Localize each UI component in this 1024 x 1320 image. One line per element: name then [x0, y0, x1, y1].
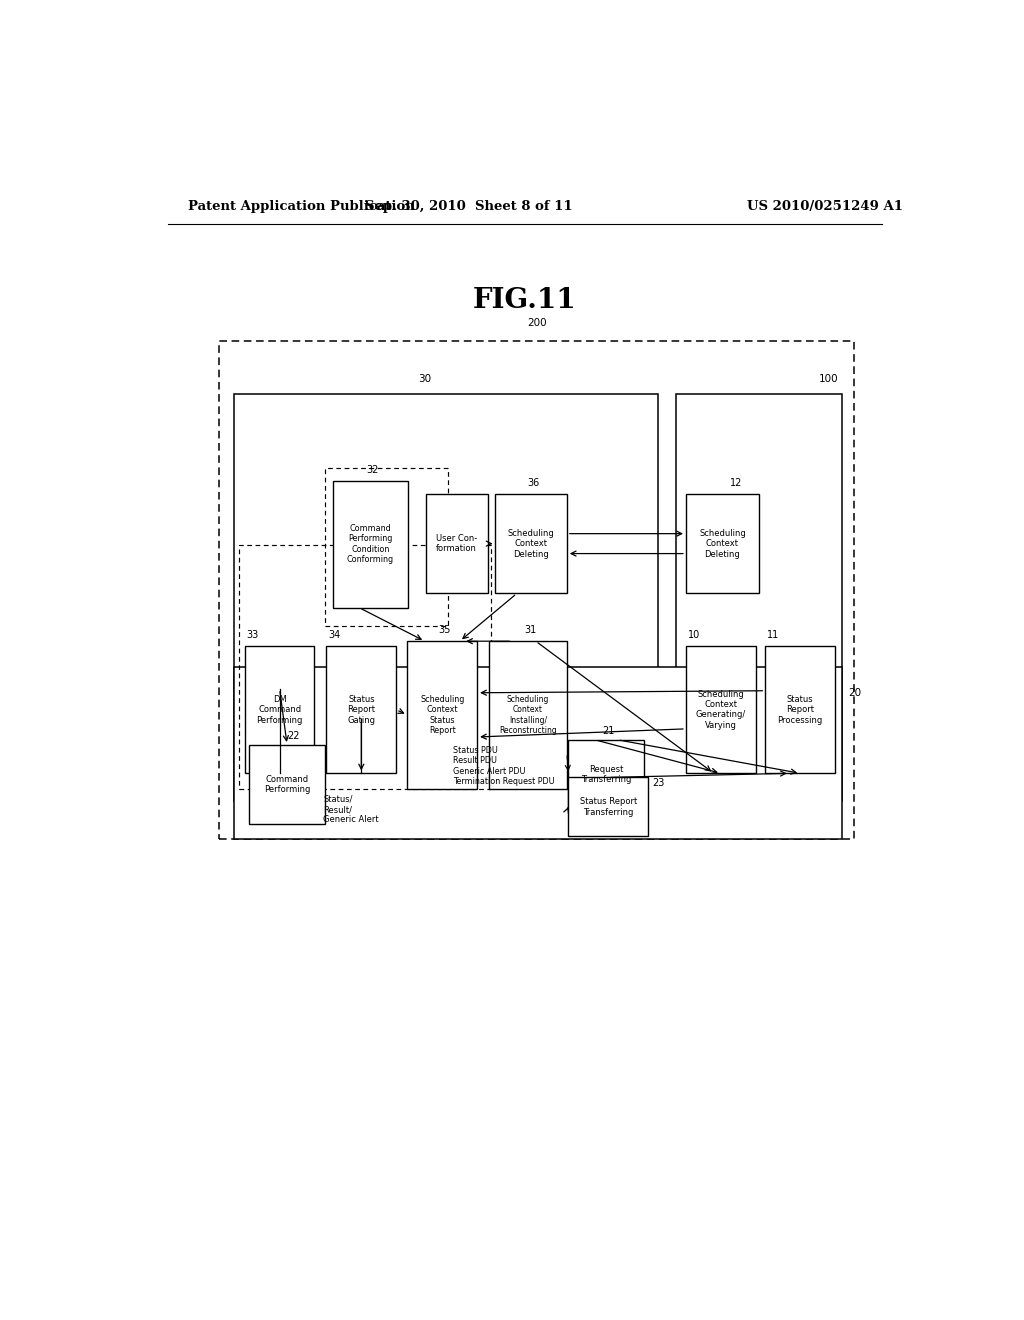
- Text: 32: 32: [367, 465, 379, 474]
- Text: Scheduling
Context
Deleting: Scheduling Context Deleting: [508, 529, 555, 558]
- Bar: [686, 494, 759, 594]
- Bar: [686, 647, 756, 774]
- Text: Scheduling
Context
Deleting: Scheduling Context Deleting: [699, 529, 745, 558]
- Text: Command
Performing: Command Performing: [264, 775, 310, 795]
- Bar: [240, 545, 492, 788]
- Text: 30: 30: [418, 374, 431, 384]
- Text: 22: 22: [287, 731, 300, 741]
- Bar: [245, 647, 314, 774]
- Text: Sep. 30, 2010  Sheet 8 of 11: Sep. 30, 2010 Sheet 8 of 11: [366, 199, 573, 213]
- Text: 23: 23: [652, 777, 665, 788]
- Text: 11: 11: [767, 630, 779, 640]
- Bar: [489, 642, 567, 788]
- Text: 33: 33: [246, 630, 258, 640]
- Text: 20: 20: [849, 688, 862, 697]
- Bar: [327, 647, 396, 774]
- Text: DM
Command
Performing: DM Command Performing: [256, 694, 303, 725]
- Bar: [333, 480, 409, 607]
- Bar: [233, 667, 842, 840]
- Text: Scheduling
Context
Status
Report: Scheduling Context Status Report: [420, 694, 465, 735]
- Bar: [219, 342, 854, 840]
- Bar: [568, 739, 644, 809]
- Text: Command
Performing
Condition
Conforming: Command Performing Condition Conforming: [347, 524, 394, 564]
- Text: User Con-
formation: User Con- formation: [436, 533, 477, 553]
- Text: 10: 10: [687, 630, 699, 640]
- Text: Status Report
Transferring: Status Report Transferring: [580, 797, 637, 817]
- Text: 12: 12: [730, 478, 742, 487]
- Bar: [233, 395, 658, 801]
- Text: Status
Report
Processing: Status Report Processing: [777, 694, 823, 725]
- Text: US 2010/0251249 A1: US 2010/0251249 A1: [748, 199, 903, 213]
- Bar: [325, 469, 447, 626]
- Text: 31: 31: [524, 626, 537, 635]
- Bar: [250, 744, 325, 824]
- Bar: [676, 395, 842, 801]
- Text: 100: 100: [818, 374, 839, 384]
- Text: 35: 35: [438, 626, 451, 635]
- Text: Status PDU
Result PDU
Generic Alert PDU
Termination Request PDU: Status PDU Result PDU Generic Alert PDU …: [454, 746, 555, 787]
- Text: 200: 200: [527, 318, 547, 329]
- Bar: [408, 642, 477, 788]
- Text: 36: 36: [527, 478, 540, 487]
- Text: Status/
Result/
Generic Alert: Status/ Result/ Generic Alert: [324, 795, 379, 825]
- Text: 21: 21: [602, 726, 614, 735]
- Bar: [496, 494, 567, 594]
- Bar: [568, 777, 648, 837]
- Text: Request
Transferring: Request Transferring: [581, 764, 632, 784]
- Text: Scheduling
Context
Installing/
Reconstructing: Scheduling Context Installing/ Reconstru…: [499, 694, 557, 735]
- Bar: [765, 647, 836, 774]
- Text: 34: 34: [328, 630, 340, 640]
- Text: Scheduling
Context
Generating/
Varying: Scheduling Context Generating/ Varying: [695, 689, 745, 730]
- Text: Status
Report
Gating: Status Report Gating: [347, 694, 376, 725]
- Text: Patent Application Publication: Patent Application Publication: [187, 199, 415, 213]
- Text: FIG.11: FIG.11: [473, 288, 577, 314]
- Bar: [426, 494, 487, 594]
